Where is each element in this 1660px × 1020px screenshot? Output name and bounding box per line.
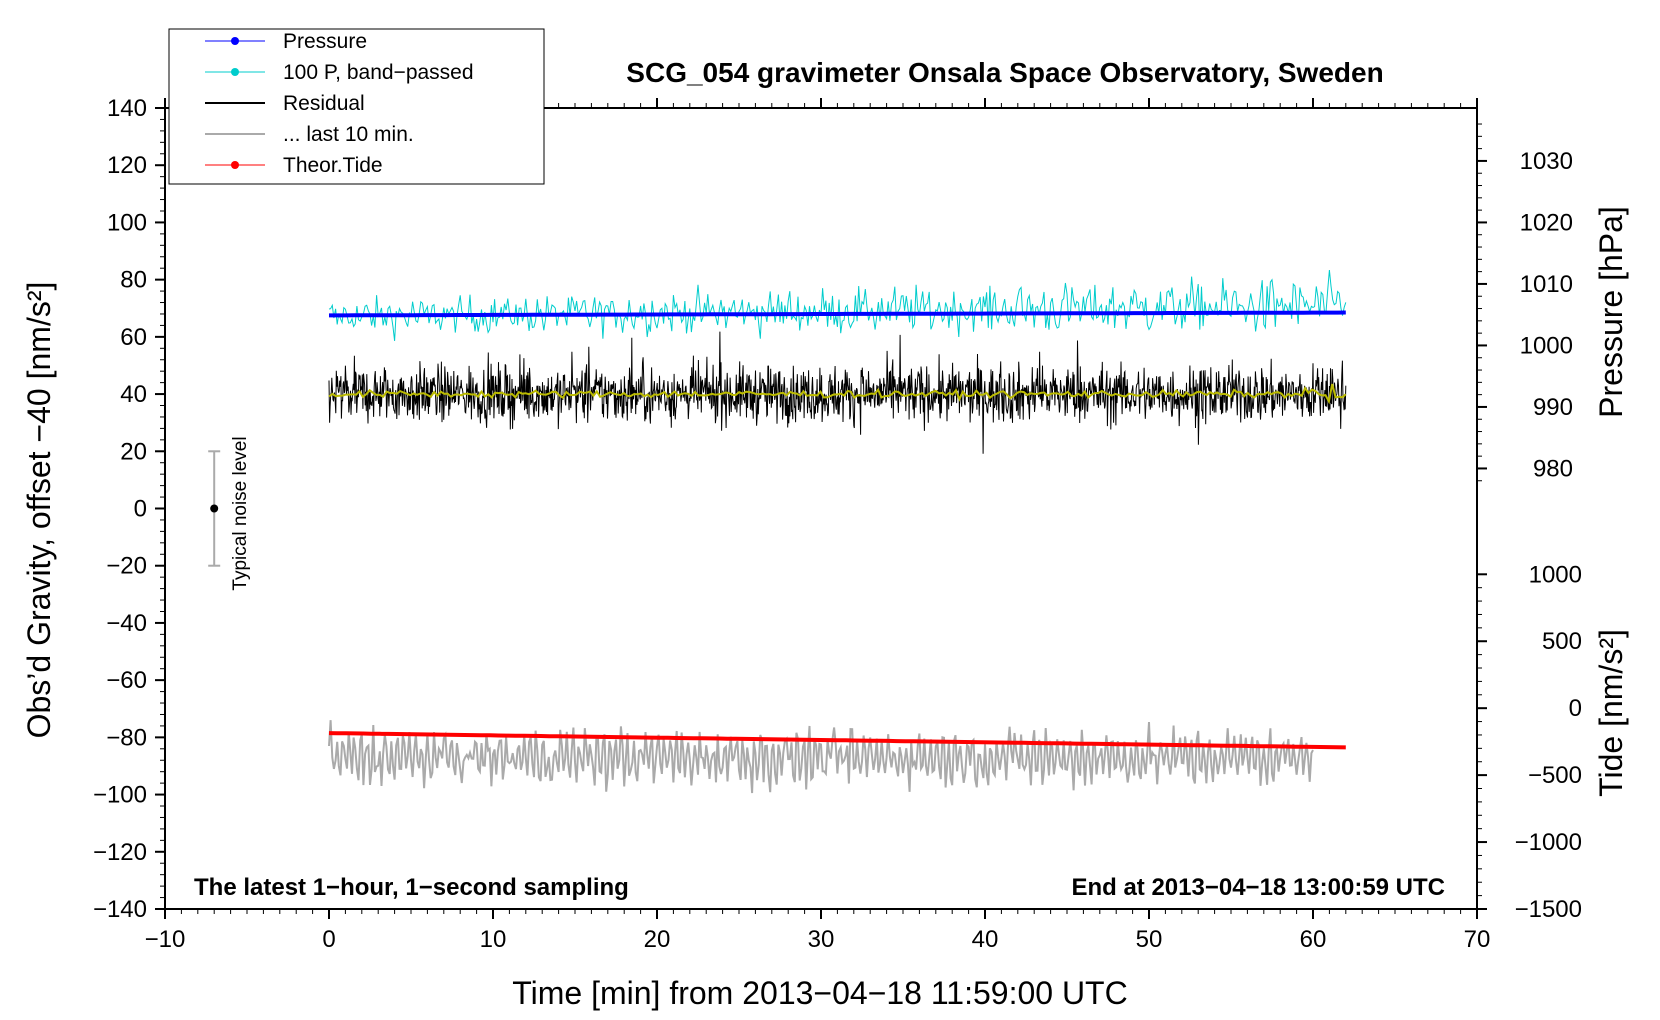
pressure-tick-label: 990	[1533, 394, 1573, 421]
noise-level-label: Typical noise level	[230, 436, 251, 590]
chart-title: SCG_054 gravimeter Onsala Space Observat…	[626, 57, 1383, 88]
legend-marker	[231, 68, 239, 76]
y-tick-label: 60	[120, 324, 147, 351]
legend-label: Pressure	[283, 30, 367, 53]
legend-box	[168, 28, 545, 185]
x-tick-label: 40	[972, 926, 999, 953]
x-tick-label: 30	[808, 926, 835, 953]
series-pressure	[329, 310, 1346, 318]
series-theoretical-tide	[328, 731, 1346, 750]
legend-label: ... last 10 min.	[283, 123, 414, 146]
x-tick-label: 10	[480, 926, 507, 953]
y-tick-label: −60	[106, 667, 147, 694]
y-tick-label: 40	[120, 381, 147, 408]
noise-bar-center	[210, 504, 219, 513]
y-tick-label: −140	[93, 896, 147, 923]
y-tick-label: −40	[106, 610, 147, 637]
tide-tick-label: −500	[1528, 762, 1582, 789]
end-time-note: End at 2013−04−18 13:00:59 UTC	[1071, 874, 1445, 901]
pressure-tick-label: 1020	[1520, 209, 1573, 236]
pressure-tick-label: 1030	[1520, 148, 1573, 175]
y-tick-label: 140	[107, 95, 147, 122]
series-last-10-min	[328, 720, 1314, 794]
legend-marker	[231, 37, 239, 45]
legend-label: Theor.Tide	[283, 154, 383, 177]
y-axis-title-left: Obs’d Gravity, offset −40 [nm/s²]	[21, 282, 57, 739]
x-tick-label: 50	[1136, 926, 1163, 953]
y-tick-label: 80	[120, 267, 147, 294]
series-residual	[328, 331, 1347, 454]
y-tick-label: 20	[120, 438, 147, 465]
y-axis-title-tide: Tide [nm/s²]	[1593, 629, 1629, 797]
tide-tick-label: 0	[1569, 695, 1582, 722]
tide-tick-label: 1000	[1529, 561, 1582, 588]
pressure-tick-label: 1000	[1520, 332, 1573, 359]
series-bandpassed-pressure	[328, 270, 1347, 341]
x-tick-label: 60	[1300, 926, 1327, 953]
legend-marker	[231, 161, 239, 169]
y-tick-label: −80	[106, 724, 147, 751]
plot-frame	[164, 107, 1478, 910]
y-tick-label: −20	[106, 553, 147, 580]
pressure-tick-label: 1010	[1520, 271, 1573, 298]
tide-tick-label: −1000	[1515, 829, 1582, 856]
pressure-tick-label: 980	[1533, 455, 1573, 482]
series-residual-smoothed	[328, 383, 1347, 405]
x-tick-label: 70	[1464, 926, 1491, 953]
y-tick-label: 0	[134, 496, 147, 523]
y-tick-label: −120	[93, 839, 147, 866]
x-tick-label: 0	[322, 926, 335, 953]
tide-tick-label: 500	[1542, 628, 1582, 655]
legend-label: Residual	[283, 92, 365, 115]
y-tick-label: 100	[107, 209, 147, 236]
y-tick-label: 120	[107, 152, 147, 179]
y-axis-title-pressure: Pressure [hPa]	[1593, 206, 1629, 418]
x-tick-label: −10	[145, 926, 186, 953]
legend-label: 100 P, band−passed	[283, 61, 474, 84]
sampling-note: The latest 1−hour, 1−second sampling	[194, 874, 629, 901]
tide-tick-label: −1500	[1515, 896, 1582, 923]
x-axis-title: Time [min] from 2013−04−18 11:59:00 UTC	[512, 975, 1127, 1011]
x-tick-label: 20	[644, 926, 671, 953]
y-tick-label: −100	[93, 782, 147, 809]
